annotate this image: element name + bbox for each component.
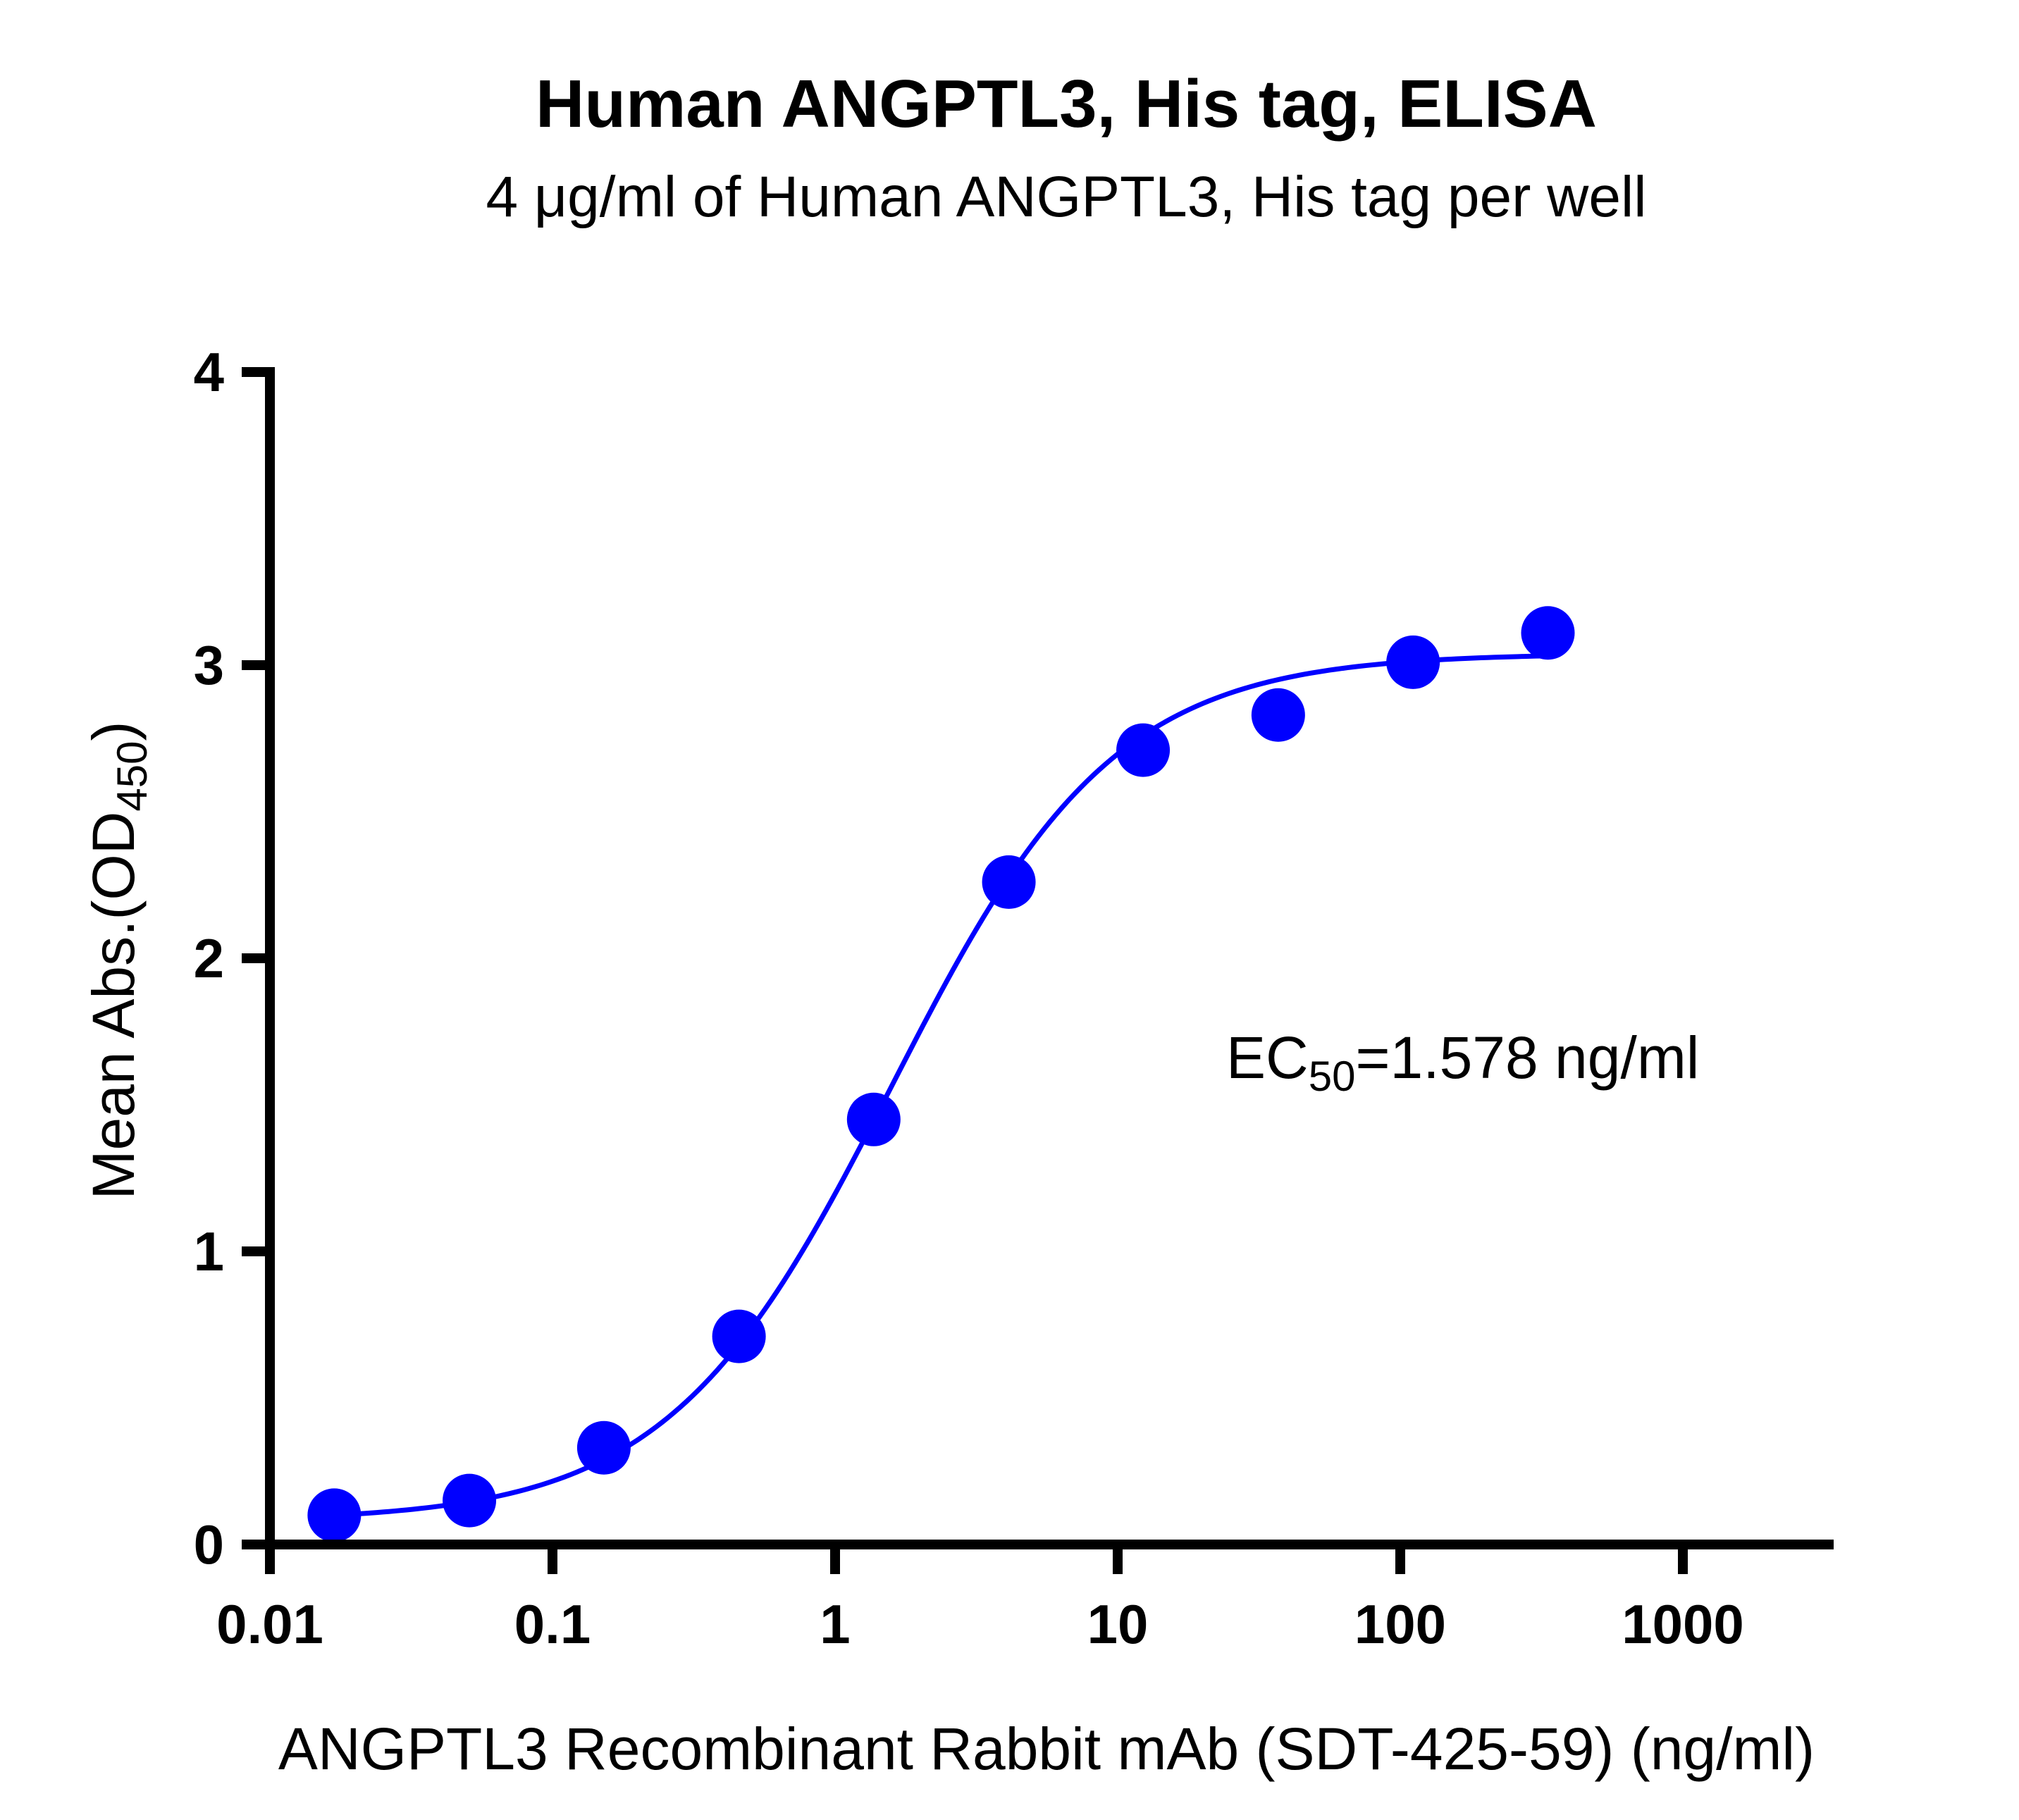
- data-point: [1386, 635, 1440, 689]
- x-tick-label: 1000: [1622, 1593, 1744, 1655]
- chart-subtitle: 4 μg/ml of Human ANGPTL3, His tag per we…: [486, 165, 1647, 229]
- y-axis-label-close: ): [80, 722, 147, 741]
- y-tick-label: 0: [194, 1513, 224, 1576]
- y-tick-label: 4: [194, 341, 224, 403]
- y-axis-label-subscript: 450: [109, 741, 156, 811]
- y-axis-ticks: 0 1 2 3 4: [194, 341, 270, 1576]
- y-axis-label-main: Mean Abs.(OD: [80, 812, 147, 1200]
- y-tick-label: 1: [194, 1220, 224, 1282]
- data-point: [576, 1420, 631, 1475]
- data-point: [1521, 606, 1575, 660]
- y-tick-label: 2: [194, 927, 224, 989]
- data-point: [1116, 723, 1171, 777]
- x-tick-label: 0.01: [216, 1593, 323, 1655]
- data-points: [307, 606, 1575, 1542]
- data-point: [1251, 688, 1305, 742]
- data-point: [307, 1488, 362, 1542]
- x-tick-label: 10: [1087, 1593, 1149, 1655]
- data-point: [443, 1473, 497, 1528]
- data-point: [846, 1092, 901, 1146]
- data-point: [982, 855, 1036, 909]
- y-tick-label: 3: [194, 634, 224, 696]
- x-axis-label: ANGPTL3 Recombinant Rabbit mAb (SDT-425-…: [278, 1716, 1815, 1782]
- data-point: [712, 1309, 766, 1363]
- x-tick-label: 0.1: [514, 1593, 591, 1655]
- ec50-annotation: EC50=1.578 ng/ml: [1226, 1024, 1699, 1100]
- ec50-suffix: =1.578 ng/ml: [1355, 1024, 1699, 1091]
- chart-title: Human ANGPTL3, His tag, ELISA: [536, 66, 1597, 142]
- x-tick-label: 1: [820, 1593, 850, 1655]
- ec50-subscript: 50: [1309, 1053, 1356, 1100]
- fit-curve: [334, 653, 1548, 1518]
- y-axis-label: Mean Abs.(OD450): [80, 722, 156, 1200]
- ec50-prefix: EC: [1226, 1024, 1309, 1091]
- x-axis-ticks: 0.01 0.1 1 10 100 1000: [216, 1544, 1744, 1655]
- x-tick-label: 100: [1354, 1593, 1446, 1655]
